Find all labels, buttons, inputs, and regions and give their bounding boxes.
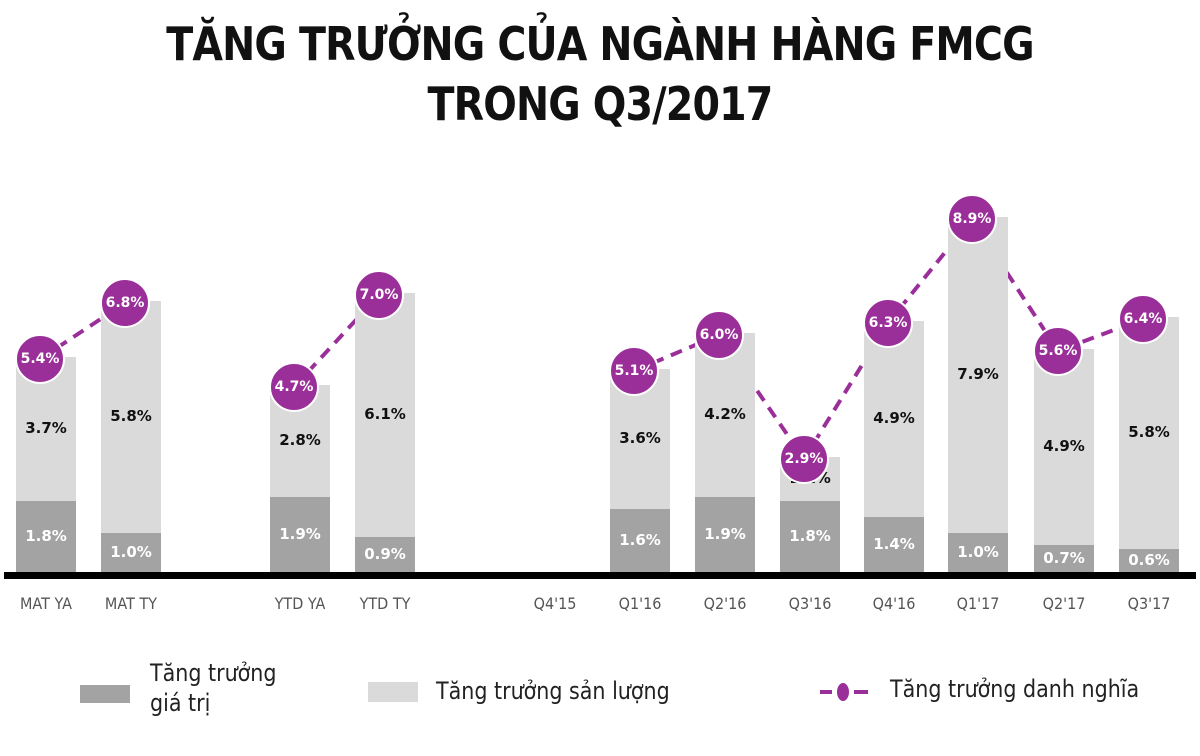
nominal-growth-marker: 6.4% xyxy=(1118,294,1168,344)
x-axis-label: Q1'16 xyxy=(618,594,662,613)
bar-segment-value-growth xyxy=(1119,549,1179,573)
volume-growth-label: 4.9% xyxy=(873,409,915,427)
nominal-growth-marker: 4.7% xyxy=(269,362,319,412)
bar-q416 xyxy=(864,321,924,573)
value-growth-label: 1.0% xyxy=(110,543,152,561)
bar-segment-value-growth xyxy=(270,497,330,573)
legend-swatch-volume-growth xyxy=(368,682,418,702)
value-growth-label: 0.6% xyxy=(1128,551,1170,569)
nominal-growth-marker: 5.4% xyxy=(15,334,65,384)
legend-label-value-growth-line1: Tăng trưởng xyxy=(150,659,277,687)
legend-swatch-nominal-growth-icon xyxy=(820,683,868,701)
legend: Tăng trưởng giá trị Tăng trưởng sản lượn… xyxy=(0,650,1200,750)
value-growth-label: 1.4% xyxy=(873,535,915,553)
chart-title: TĂNG TRƯỞNG CỦA NGÀNH HÀNG FMCG TRONG Q3… xyxy=(84,14,1116,134)
x-axis-label: MAT YA xyxy=(19,594,73,613)
bar-q217 xyxy=(1034,349,1094,573)
nominal-growth-marker: 5.1% xyxy=(609,346,659,396)
x-axis-label: Q4'16 xyxy=(872,594,916,613)
bar-ytdty xyxy=(355,293,415,573)
volume-growth-label: 3.6% xyxy=(619,429,661,447)
bar-segment-value-growth xyxy=(16,501,76,573)
nominal-growth-marker: 5.6% xyxy=(1033,326,1083,376)
bar-segment-value-growth xyxy=(780,501,840,573)
legend-label-value-growth-line2: giá trị xyxy=(150,689,211,717)
legend-swatch-value-growth xyxy=(80,685,130,703)
bar-q317 xyxy=(1119,317,1179,573)
bar-ytdya xyxy=(270,385,330,573)
x-axis-label: Q2'16 xyxy=(703,594,747,613)
legend-label-volume-growth: Tăng trưởng sản lượng xyxy=(436,677,670,705)
x-axis-label: YTD YA xyxy=(274,594,326,613)
bar-q316 xyxy=(780,457,840,573)
bar-segment-value-growth xyxy=(355,537,415,573)
nominal-growth-marker: 6.0% xyxy=(694,310,744,360)
volume-growth-label: 2.8% xyxy=(279,431,321,449)
value-growth-label: 0.7% xyxy=(1043,549,1085,567)
bar-segment-value-growth xyxy=(101,533,161,573)
bar-q116 xyxy=(610,369,670,573)
volume-growth-label: 7.9% xyxy=(957,365,999,383)
volume-growth-label: 4.2% xyxy=(704,405,746,423)
value-growth-label: 1.0% xyxy=(957,543,999,561)
volume-growth-label: 4.9% xyxy=(1043,437,1085,455)
nominal-growth-marker: 6.8% xyxy=(100,278,150,328)
bar-segment-value-growth xyxy=(948,533,1008,573)
bar-q216 xyxy=(695,333,755,573)
value-growth-label: 1.6% xyxy=(619,531,661,549)
bar-segment-value-growth xyxy=(1034,545,1094,573)
volume-growth-label: 5.8% xyxy=(110,407,152,425)
nominal-growth-marker: 8.9% xyxy=(947,194,997,244)
value-growth-label: 1.9% xyxy=(704,525,746,543)
volume-growth-label: 6.1% xyxy=(364,405,406,423)
value-growth-label: 0.9% xyxy=(364,545,406,563)
bar-matty xyxy=(101,301,161,573)
value-growth-label: 1.9% xyxy=(279,525,321,543)
nominal-growth-marker: 2.9% xyxy=(779,434,829,484)
nominal-growth-marker: 6.3% xyxy=(863,298,913,348)
value-growth-label: 1.8% xyxy=(25,527,67,545)
bar-segment-value-growth xyxy=(610,509,670,573)
x-axis-label: Q2'17 xyxy=(1042,594,1086,613)
volume-growth-label: 5.8% xyxy=(1128,423,1170,441)
x-axis-label: Q3'17 xyxy=(1127,594,1171,613)
nominal-growth-marker: 7.0% xyxy=(354,270,404,320)
bar-segment-value-growth xyxy=(695,497,755,573)
value-growth-label: 1.8% xyxy=(789,527,831,545)
bar-q117 xyxy=(948,217,1008,573)
x-axis-label: Q3'16 xyxy=(788,594,832,613)
bar-matya xyxy=(16,357,76,573)
x-axis-baseline xyxy=(4,572,1196,579)
legend-label-value-growth: Tăng trưởng giá trị xyxy=(150,658,276,718)
stacked-bar-chart: MAT YA 1.8% 3.7% MAT TY 1.0% 5.8% YTD YA 1.9% 2.… xyxy=(4,194,1196,613)
x-axis-label: Q4'15 xyxy=(533,594,577,613)
bar-segment-value-growth xyxy=(864,517,924,573)
legend-label-nominal-growth: Tăng trưởng danh nghĩa xyxy=(890,675,1140,703)
chart-title-line2: TRONG Q3/2017 xyxy=(427,77,774,131)
x-axis-label: Q1'17 xyxy=(956,594,1000,613)
x-axis-label: MAT TY xyxy=(104,594,158,613)
volume-growth-label: 3.7% xyxy=(25,419,67,437)
x-axis-label: YTD TY xyxy=(359,594,411,613)
chart-title-line1: TĂNG TRƯỞNG CỦA NGÀNH HÀNG FMCG xyxy=(166,17,1034,71)
nominal-growth-line xyxy=(38,215,1144,463)
